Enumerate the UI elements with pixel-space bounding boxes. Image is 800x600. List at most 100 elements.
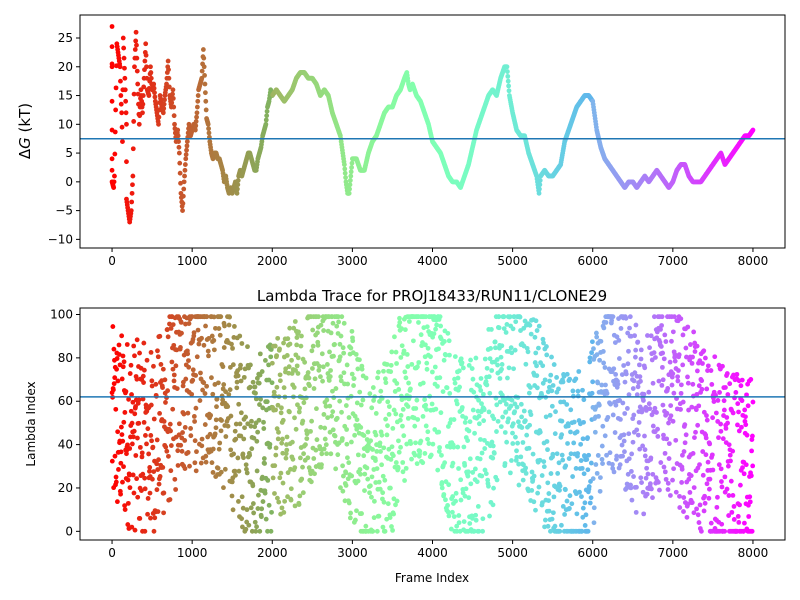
lambda-point [211, 314, 217, 320]
delta-g-point [169, 100, 175, 106]
lambda-point [658, 344, 664, 349]
delta-g-point [122, 65, 127, 71]
lambda-point [282, 498, 288, 504]
lambda-point [731, 517, 737, 522]
lambda-point [290, 456, 296, 462]
lambda-point [548, 471, 554, 476]
lambda-point [641, 391, 647, 397]
lambda-point [684, 514, 690, 520]
lambda-point [270, 475, 276, 481]
lambda-point [400, 423, 405, 429]
lambda-point [388, 485, 393, 491]
lambda-point [459, 360, 465, 366]
lambda-point [313, 447, 319, 453]
lambda-point [241, 455, 246, 461]
lambda-point [271, 389, 277, 395]
lambda-point [704, 413, 709, 418]
lambda-point [648, 333, 654, 339]
lambda-point [349, 371, 355, 377]
lambda-point [447, 352, 452, 358]
lambda-point [226, 392, 232, 397]
delta-g-point [112, 173, 117, 179]
lambda-point [170, 322, 176, 327]
lambda-point [193, 373, 199, 378]
lambda-point [461, 444, 467, 450]
lambda-point [254, 468, 260, 474]
lambda-point [549, 403, 555, 409]
lambda-point [218, 469, 224, 475]
lambda-point [303, 442, 308, 448]
lambda-point [745, 403, 751, 409]
lambda-point [549, 388, 555, 394]
lambda-point [594, 470, 600, 476]
lambda-point [210, 446, 216, 452]
lambda-point [705, 368, 710, 373]
lambda-point [259, 369, 265, 374]
lambda-point [155, 354, 161, 360]
delta-g-point [343, 175, 348, 180]
lambda-point [743, 414, 748, 420]
lambda-point [719, 479, 724, 484]
lambda-point [414, 397, 420, 403]
lambda-point [519, 414, 524, 420]
lambda-point [469, 366, 475, 371]
lambda-point [650, 423, 656, 429]
lambda-point [720, 436, 726, 442]
lambda-point [713, 410, 719, 416]
lambda-point [414, 461, 420, 467]
lambda-point [497, 399, 503, 405]
lambda-point [277, 378, 283, 384]
delta-g-point [109, 44, 115, 50]
lambda-point [546, 508, 552, 514]
lambda-point [208, 412, 214, 418]
lambda-point [400, 469, 406, 475]
lambda-point [122, 410, 128, 415]
lambda-point [349, 473, 355, 479]
lambda-point [399, 343, 405, 349]
lambda-point [150, 444, 156, 450]
lambda-point [310, 327, 316, 333]
lambda-point [311, 386, 317, 391]
delta-g-point [202, 90, 208, 96]
delta-g-point [111, 179, 117, 185]
lambda-point [322, 425, 328, 431]
lambda-point [520, 477, 526, 483]
lambda-point [396, 387, 402, 392]
lambda-point [581, 471, 587, 477]
lambda-point [585, 467, 591, 473]
lambda-point [134, 476, 140, 482]
lambda-point [644, 491, 650, 497]
lambda-point [148, 402, 154, 408]
lambda-point [514, 448, 519, 454]
delta-g-point [506, 88, 512, 94]
lambda-point [243, 462, 249, 468]
lambda-point [563, 487, 568, 493]
lambda-point [690, 354, 695, 360]
lambda-point [706, 495, 712, 501]
lambda-point [614, 334, 620, 340]
lambda-point [133, 453, 139, 458]
lambda-point [456, 368, 462, 374]
lambda-point [257, 372, 263, 378]
lambda-point [482, 356, 488, 362]
delta-g-point [264, 113, 270, 119]
lambda-point [178, 319, 184, 325]
lambda-point [433, 326, 438, 332]
lambda-point [158, 362, 164, 367]
lambda-point [230, 362, 236, 368]
lambda-point [610, 462, 615, 467]
lambda-point [710, 467, 716, 473]
lambda-point [441, 339, 447, 344]
delta-g-point [166, 75, 172, 81]
lambda-point [226, 322, 232, 328]
lambda-point [320, 378, 325, 384]
lambda-point [615, 381, 621, 387]
lambda-point [658, 460, 664, 465]
lambda-point [397, 417, 403, 423]
lambda-point [321, 446, 327, 452]
delta-g-point [148, 64, 153, 70]
lambda-point [567, 506, 572, 511]
lambda-point [655, 434, 661, 439]
lambda-point [682, 422, 688, 428]
lambda-point [284, 447, 290, 453]
